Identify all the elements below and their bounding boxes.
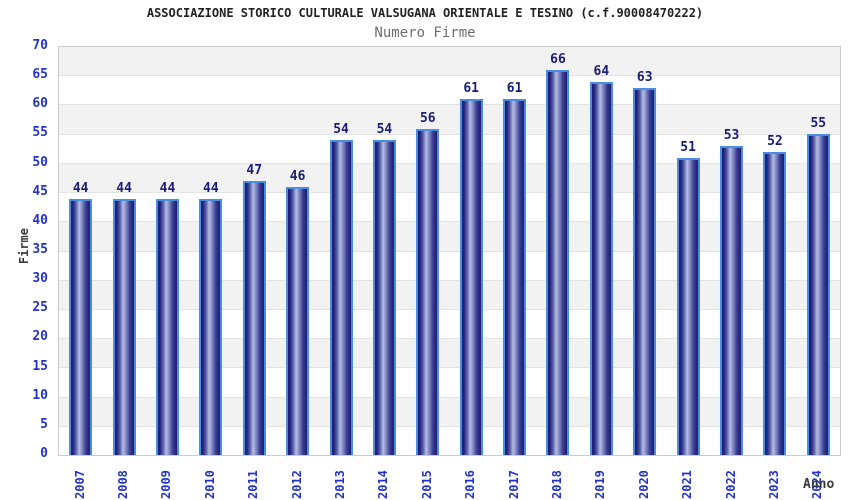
grid-band	[59, 162, 840, 193]
x-axis-title: Anno	[803, 477, 835, 492]
chart-title: ASSOCIAZIONE STORICO CULTURALE VALSUGANA…	[146, 6, 704, 20]
bar-value-label: 53	[723, 128, 740, 144]
x-tick-label: 2016	[463, 470, 478, 499]
bar-2007	[69, 198, 93, 455]
y-tick-label: 65	[32, 67, 48, 83]
y-tick-label: 55	[32, 125, 48, 141]
y-tick-label: 50	[32, 154, 48, 170]
grid-band	[59, 104, 840, 134]
bar-value-label: 44	[159, 180, 176, 196]
y-tick-label: 70	[32, 38, 48, 53]
grid-band	[59, 425, 840, 456]
bar-value-label: 44	[116, 180, 132, 196]
grid-band	[59, 221, 840, 251]
bar-value-label: 61	[463, 81, 480, 97]
x-tick-label: 2018	[549, 470, 564, 499]
bar-2011	[242, 181, 266, 455]
bar-value-label: 55	[810, 116, 827, 132]
bar-2008	[112, 198, 136, 455]
bar-value-label: 46	[289, 168, 306, 184]
y-tick-label: 20	[32, 329, 48, 345]
bar-2009	[155, 198, 179, 455]
x-tick-label: 2012	[289, 470, 304, 499]
bar-value-label: 52	[767, 133, 783, 149]
bar-value-label: 63	[636, 69, 653, 85]
bar-value-label: 56	[419, 110, 436, 126]
x-tick-label: 2023	[766, 470, 781, 499]
y-tick-label: 40	[32, 212, 48, 228]
x-tick-label: 2010	[202, 470, 217, 499]
bar-value-label: 64	[593, 63, 610, 79]
x-tick-label: 2019	[593, 470, 608, 499]
x-tick-label: 2008	[116, 470, 131, 499]
y-tick-label: 5	[40, 416, 48, 432]
bar-value-label: 44	[203, 180, 219, 196]
bar-2023	[763, 151, 787, 455]
bar-value-label: 51	[680, 139, 696, 155]
y-tick-label: 25	[32, 300, 48, 316]
grid-band	[59, 47, 840, 76]
grid-band	[59, 250, 840, 280]
y-tick-label: 60	[32, 96, 48, 112]
bar-value-label: 47	[246, 163, 263, 179]
grid-band	[59, 133, 840, 163]
bar-2015	[416, 128, 440, 455]
x-tick-label: 2017	[506, 470, 521, 499]
x-tick-label: 2013	[333, 470, 348, 499]
bar-value-label: 44	[72, 180, 89, 196]
grid-band	[59, 338, 840, 368]
y-tick-label: 15	[32, 358, 48, 374]
bar-2013	[329, 140, 353, 455]
grid-band	[59, 367, 840, 397]
bar-2024	[806, 134, 830, 455]
x-tick-label: 2007	[72, 470, 87, 499]
bar-value-label: 54	[376, 122, 393, 138]
bar-2012	[286, 186, 310, 455]
bar-2014	[372, 140, 396, 455]
grid-band	[59, 308, 840, 339]
grid-band	[59, 192, 840, 222]
x-tick-label: 2014	[376, 470, 391, 499]
bar-2020	[633, 87, 657, 455]
bar-value-label: 61	[506, 81, 523, 97]
x-tick-label: 2020	[636, 470, 651, 499]
grid-band	[59, 75, 840, 105]
x-tick-label: 2022	[723, 470, 738, 499]
grid-bands	[59, 47, 840, 456]
y-tick-label: 45	[32, 183, 48, 199]
y-tick-label: 35	[32, 242, 48, 257]
bar-2022	[720, 146, 744, 455]
x-tick-label: 2021	[680, 470, 695, 499]
bar-2019	[589, 81, 613, 455]
bar-2017	[503, 99, 527, 455]
grid-band	[59, 396, 840, 426]
plot-area: 44 44 44 44 47 46 54 54 56 61 61 66 64 63 51 53 52 55	[58, 46, 841, 456]
bar-2021	[676, 157, 700, 455]
bar-2010	[199, 198, 223, 455]
y-tick-label: 30	[32, 271, 48, 287]
bar-value-label: 54	[333, 122, 349, 138]
chart-subtitle: Numero Firme	[374, 25, 476, 41]
bar-value-label: 66	[550, 52, 566, 68]
x-tick-label: 2009	[159, 470, 174, 499]
y-tick-label: 0	[40, 446, 48, 461]
x-tick-label: 2015	[419, 470, 434, 499]
grid-band	[59, 279, 840, 309]
bar-2018	[546, 70, 570, 455]
x-tick-label: 2011	[246, 470, 261, 499]
bar-2016	[459, 99, 483, 455]
y-tick-label: 10	[32, 387, 48, 403]
